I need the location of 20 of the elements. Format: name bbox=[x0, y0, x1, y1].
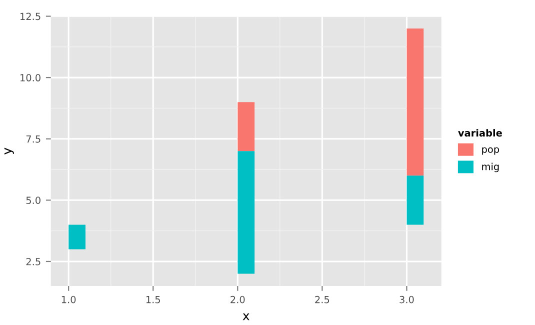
legend-title: variable bbox=[458, 129, 502, 137]
y-tick-label: 7.5 bbox=[26, 135, 40, 143]
x-axis-title: x bbox=[242, 313, 250, 320]
bar bbox=[406, 176, 424, 225]
legend-label: mig bbox=[482, 162, 499, 172]
y-axis-title: y bbox=[4, 148, 14, 154]
y-tick-label: 2.5 bbox=[26, 258, 40, 266]
x-tick-label: 2.0 bbox=[230, 296, 245, 304]
x-tick-label: 1.5 bbox=[146, 296, 160, 304]
y-tick-label: 12.5 bbox=[20, 12, 40, 20]
x-tick-label: 3.0 bbox=[400, 296, 414, 304]
bar bbox=[406, 28, 424, 176]
x-tick-label: 2.5 bbox=[315, 296, 330, 304]
bar bbox=[238, 151, 255, 274]
legend-label: pop bbox=[482, 147, 500, 155]
y-tick-label: 5.0 bbox=[26, 196, 40, 204]
bar bbox=[68, 224, 86, 250]
bar bbox=[238, 102, 255, 152]
y-tick-label: 10.0 bbox=[20, 74, 40, 82]
x-tick-label: 1.0 bbox=[62, 296, 76, 304]
